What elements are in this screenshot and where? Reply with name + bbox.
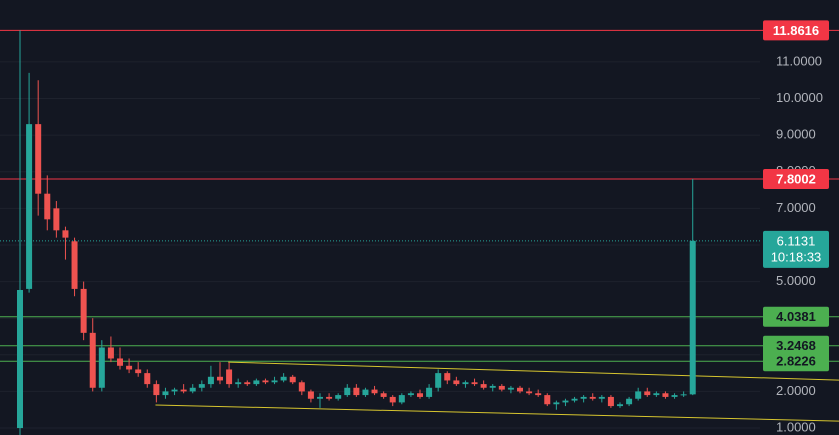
candle-body xyxy=(271,380,278,383)
candle-body xyxy=(680,394,687,396)
candle-body xyxy=(671,395,678,397)
current-price-label-bg xyxy=(763,230,829,268)
candle-body xyxy=(562,400,569,403)
y-tick-label: 10.0000 xyxy=(776,90,823,105)
current-price-label: 6.1131 xyxy=(777,233,816,248)
level-label: 4.0381 xyxy=(776,309,816,324)
candle-body xyxy=(544,395,551,405)
level-label: 2.8226 xyxy=(776,354,816,369)
candle-body xyxy=(62,230,69,238)
candle-body xyxy=(26,124,33,289)
candle-body xyxy=(371,389,378,394)
candle-body xyxy=(435,373,442,388)
candle-body xyxy=(417,393,423,397)
level-label-bg xyxy=(763,169,829,190)
candle-body xyxy=(344,387,351,396)
candle-body xyxy=(389,396,396,403)
candle-body xyxy=(89,332,96,388)
candle-body xyxy=(153,384,160,396)
candle-body xyxy=(444,373,451,381)
candle-body xyxy=(489,385,496,388)
candle-body xyxy=(326,396,333,399)
candle-body xyxy=(226,369,233,385)
candle-body xyxy=(644,391,651,396)
candle-body xyxy=(607,396,614,407)
candle-body xyxy=(380,393,387,397)
candle-body xyxy=(462,382,469,385)
y-tick-label: 1.0000 xyxy=(776,419,816,434)
candle-body xyxy=(207,376,214,385)
candle-body xyxy=(453,380,460,385)
level-label-bg xyxy=(763,335,829,356)
candle-body xyxy=(189,387,196,392)
candle-body xyxy=(617,404,623,407)
candle-body xyxy=(526,391,533,394)
candle-body xyxy=(362,389,369,396)
level-label: 11.8616 xyxy=(773,23,819,38)
candle-body xyxy=(662,393,669,397)
candle-body xyxy=(35,124,42,194)
candle-body xyxy=(307,391,314,399)
candle-body xyxy=(571,398,578,401)
candle-body xyxy=(44,193,51,220)
candle-body xyxy=(653,393,660,396)
candle-body xyxy=(126,365,133,370)
candle-body xyxy=(217,376,223,381)
level-label-bg xyxy=(763,306,829,327)
y-tick-label: 5.0000 xyxy=(776,273,816,288)
level-label: 7.8002 xyxy=(776,171,816,186)
level-label: 3.2468 xyxy=(776,338,816,353)
candle-body xyxy=(407,393,414,396)
candle-body xyxy=(589,396,596,399)
candle-body xyxy=(117,358,123,366)
candle-body xyxy=(426,387,433,397)
trendline xyxy=(228,361,839,381)
candle-body xyxy=(253,380,260,385)
candle-body xyxy=(535,393,542,396)
candle-body xyxy=(171,389,178,392)
candle-body xyxy=(517,387,523,392)
candle-body xyxy=(235,382,242,385)
y-tick-label: 2.0000 xyxy=(776,383,816,398)
candle-body xyxy=(689,240,696,395)
candle-body xyxy=(98,347,105,388)
candle-body xyxy=(317,396,323,399)
candle-body xyxy=(635,391,642,399)
countdown-label: 10:18:33 xyxy=(771,249,822,264)
candle-body xyxy=(71,241,78,289)
candle-body xyxy=(507,387,514,390)
candle-body xyxy=(280,376,287,381)
candle-body xyxy=(598,396,605,399)
candle-body xyxy=(471,382,478,385)
candle-body xyxy=(53,208,60,231)
candle-body xyxy=(244,382,251,385)
candle-body xyxy=(626,398,633,405)
candle-body xyxy=(353,387,360,396)
candle-body xyxy=(17,290,23,429)
level-label-bg xyxy=(763,20,829,41)
candle-body xyxy=(553,402,560,405)
level-label-bg xyxy=(763,351,829,372)
candle-body xyxy=(289,376,296,383)
candle-body xyxy=(480,384,487,388)
candle-body xyxy=(135,369,142,374)
candle-body xyxy=(80,288,87,333)
y-tick-label: 7.0000 xyxy=(776,200,816,215)
candle-body xyxy=(498,385,505,390)
candle-body xyxy=(162,391,169,396)
candle-body xyxy=(580,396,587,399)
candle-body xyxy=(107,347,114,359)
candle-body xyxy=(198,384,205,388)
y-tick-label: 11.0000 xyxy=(776,53,822,68)
candle-body xyxy=(144,373,151,385)
candle-body xyxy=(298,382,305,392)
candle-body xyxy=(180,389,187,392)
candle-body xyxy=(398,395,405,403)
candle-body xyxy=(262,380,269,383)
candle-body xyxy=(335,395,342,399)
y-tick-label: 9.0000 xyxy=(776,127,816,142)
trendline xyxy=(155,404,839,422)
